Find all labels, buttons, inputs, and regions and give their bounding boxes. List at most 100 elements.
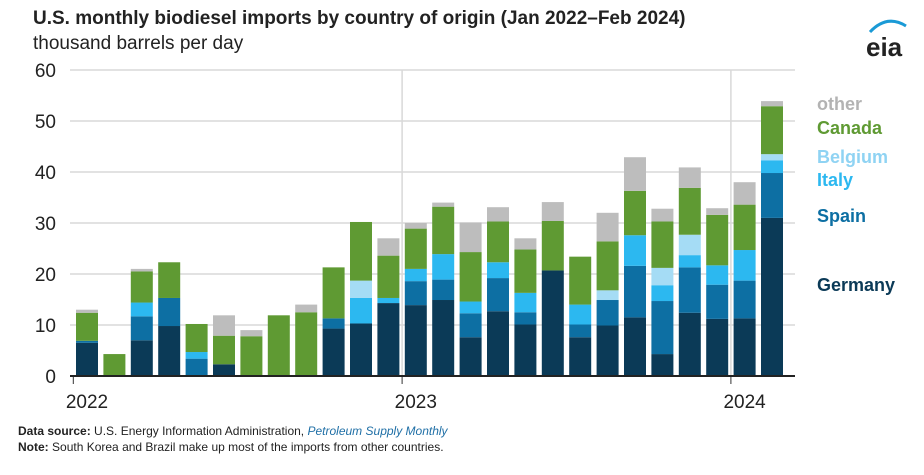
bar-segment-germany: Apr 2022 Germany: 9.8 xyxy=(158,326,181,376)
bar-segment-germany: Jul 2023 Germany: 7.6 xyxy=(569,337,592,376)
bar-segment-germany: Sep 2023 Germany: 11.5 xyxy=(624,317,646,376)
bar-segment-other: Jan 2022 other: 0.6 xyxy=(76,309,98,313)
bar-segment-other: Sep 2023 other: 6.6 xyxy=(624,157,646,191)
bar-segment-other: Feb 2023 other: 0.8 xyxy=(432,202,455,207)
bar-segment-spain: May 2023 Spain: 2.4 xyxy=(514,312,537,325)
bar-segment-spain: Jan 2023 Spain: 4.7 xyxy=(404,281,427,306)
bar-segment-canada: May 2023 Canada: 8.5 xyxy=(514,249,537,293)
bar-segment-other: Sep 2022 other: 1.5 xyxy=(295,304,318,313)
bar-segment-spain: Feb 2023 Spain: 4 xyxy=(432,279,455,301)
bar-segment-spain: Apr 2023 Spain: 6.5 xyxy=(487,278,509,312)
bar-segment-belgium: Oct 2023 Belgium: 3.4 xyxy=(651,267,674,286)
bar-segment-germany: Aug 2023 Germany: 9.9 xyxy=(596,325,619,376)
bar-segment-italy: Feb 2024 Italy: 2.5 xyxy=(761,160,783,174)
bar-segment-canada: Oct 2022 Canada: 10 xyxy=(322,267,345,319)
bar-segment-canada: Sep 2022 Canada: 12.5 xyxy=(295,312,318,376)
bar-segment-other: Jul 2022 other: 1.2 xyxy=(240,330,263,337)
chart-title: U.S. monthly biodiesel imports by countr… xyxy=(33,8,686,29)
bar-segment-italy: Feb 2023 Italy: 5 xyxy=(432,254,455,280)
bar-segment-canada: Mar 2023 Canada: 9.7 xyxy=(459,252,482,302)
bar-segment-other: Jan 2024 other: 4.4 xyxy=(733,182,756,205)
bar-segment-spain: Sep 2023 Spain: 10.1 xyxy=(624,265,646,318)
bar-segment-canada: Feb 2023 Canada: 9.3 xyxy=(432,206,455,255)
legend-canada: Canada xyxy=(817,118,883,138)
bar-segment-germany: Oct 2023 Germany: 4.3 xyxy=(651,354,674,376)
bar-segment-spain: Dec 2023 Spain: 6.7 xyxy=(706,284,729,319)
x-tick-label: 2023 xyxy=(395,392,437,413)
bar-segment-germany: Mar 2022 Germany: 7 xyxy=(130,340,153,376)
y-tick-label: 60 xyxy=(35,61,56,82)
legend-spain: Spain xyxy=(817,206,866,226)
y-tick-label: 10 xyxy=(35,316,56,337)
svg-text:eia: eia xyxy=(866,32,903,62)
bar-segment-spain: Jul 2023 Spain: 2.5 xyxy=(569,324,592,338)
y-tick-label: 50 xyxy=(35,112,56,133)
bar-segment-germany: Jun 2022 Germany: 2.3 xyxy=(213,364,235,376)
bar-segment-spain: Aug 2023 Spain: 5 xyxy=(596,300,619,326)
bar-segment-other: Oct 2023 other: 2.5 xyxy=(651,208,674,222)
bar-segment-italy: May 2023 Italy: 3.8 xyxy=(514,292,537,313)
bar-segment-spain: May 2022 Spain: 3.4 xyxy=(185,358,208,376)
bar-segment-germany: Nov 2023 Germany: 12.4 xyxy=(678,312,701,376)
bar-segment-other: Aug 2023 other: 5.6 xyxy=(596,212,619,242)
bar-segment-other: Nov 2023 other: 4 xyxy=(678,167,701,188)
data-source: Data source: U.S. Energy Information Adm… xyxy=(18,424,448,438)
bar-segment-germany: Feb 2024 Germany: 31 xyxy=(761,217,783,376)
bar-segment-spain: Jan 2022 Spain: 0.4 xyxy=(76,340,98,343)
bar-segment-canada: Dec 2023 Canada: 9.9 xyxy=(706,214,729,266)
bar-segment-other: May 2023 other: 2.2 xyxy=(514,238,537,250)
y-tick-label: 40 xyxy=(35,163,56,184)
bar-segment-canada: Feb 2024 Canada: 9.4 xyxy=(761,106,783,155)
bar-segment-canada: Jan 2024 Canada: 8.9 xyxy=(733,204,756,251)
bar-segment-belgium: Nov 2023 Belgium: 4 xyxy=(678,234,701,256)
y-tick-label: 0 xyxy=(45,367,56,388)
bar-segment-italy: Sep 2023 Italy: 6 xyxy=(624,235,646,266)
note-text: South Korea and Brazil make up most of t… xyxy=(52,440,444,454)
bar-segment-other: Mar 2022 other: 0.5 xyxy=(130,268,153,272)
bar-segment-canada: Mar 2022 Canada: 6.1 xyxy=(130,271,153,303)
bar-segment-germany: Apr 2023 Germany: 12.7 xyxy=(487,311,509,376)
bar-segment-canada: Jan 2022 Canada: 5.5 xyxy=(76,312,98,341)
bar-segment-canada: Aug 2022 Canada: 11.9 xyxy=(267,315,290,376)
bar-segment-germany: May 2023 Germany: 10.1 xyxy=(514,324,537,376)
y-tick-label: 30 xyxy=(35,214,56,235)
bar-segment-spain: Feb 2024 Spain: 8.8 xyxy=(761,173,783,218)
bar-segment-germany: Jan 2022 Germany: 6.5 xyxy=(76,342,98,376)
bar-segment-canada: May 2022 Canada: 5.5 xyxy=(185,323,208,353)
note-label: Note: xyxy=(18,440,49,454)
bar-segment-canada: Jul 2023 Canada: 9.4 xyxy=(569,256,592,305)
source-label: Data source: xyxy=(18,424,91,438)
bar-segment-belgium: Feb 2024 Belgium: 1.2 xyxy=(761,154,783,161)
bar-segment-spain: Jan 2024 Spain: 7.4 xyxy=(733,280,756,319)
legend-belgium: Belgium xyxy=(817,147,888,167)
bar-segment-germany: Dec 2022 Germany: 14.3 xyxy=(377,303,400,376)
chart-subtitle: thousand barrels per day xyxy=(33,33,244,54)
bar-segment-canada: Apr 2022 Canada: 7 xyxy=(158,262,181,298)
bar-segment-belgium: Nov 2022 Belgium: 3.4 xyxy=(350,280,372,298)
bar-segment-italy: Nov 2023 Italy: 2.4 xyxy=(678,255,701,268)
x-tick-label: 2024 xyxy=(723,392,766,413)
bar-segment-spain: Mar 2023 Spain: 4.7 xyxy=(459,313,482,338)
bar-segment-germany: Jan 2023 Germany: 13.9 xyxy=(404,305,427,376)
bar-segment-italy: Mar 2022 Italy: 2.7 xyxy=(130,302,153,317)
bar-segment-canada: Jul 2022 Canada: 7.8 xyxy=(240,336,263,376)
bar-segment-germany: Dec 2023 Germany: 11.2 xyxy=(706,318,729,376)
bar-segment-germany: Jan 2024 Germany: 11.3 xyxy=(733,318,756,376)
bar-segment-germany: Nov 2022 Germany: 10.3 xyxy=(350,323,372,376)
source-text: U.S. Energy Information Administration, xyxy=(94,424,305,438)
bar-segment-canada: Dec 2022 Canada: 8.3 xyxy=(377,255,400,298)
bar-segment-germany: Feb 2023 Germany: 14.9 xyxy=(432,300,455,376)
source-link[interactable]: Petroleum Supply Monthly xyxy=(307,424,448,438)
bar-segment-canada: Oct 2023 Canada: 9.1 xyxy=(651,221,674,268)
bar-segment-germany: Oct 2022 Germany: 9.3 xyxy=(322,328,345,376)
bar-segment-italy: Nov 2022 Italy: 5 xyxy=(350,297,372,324)
bar-segment-other: Jun 2022 other: 4 xyxy=(213,315,235,336)
bar-segment-italy: Jan 2023 Italy: 2.4 xyxy=(404,268,427,282)
bar-segment-other: Apr 2023 other: 2.8 xyxy=(487,207,509,222)
note: Note: South Korea and Brazil make up mos… xyxy=(18,440,444,454)
bar-segment-italy: Jul 2023 Italy: 3.9 xyxy=(569,304,592,325)
bar-segment-italy: Dec 2023 Italy: 3.8 xyxy=(706,265,729,285)
bar-segment-other: Dec 2023 other: 1.3 xyxy=(706,208,729,215)
